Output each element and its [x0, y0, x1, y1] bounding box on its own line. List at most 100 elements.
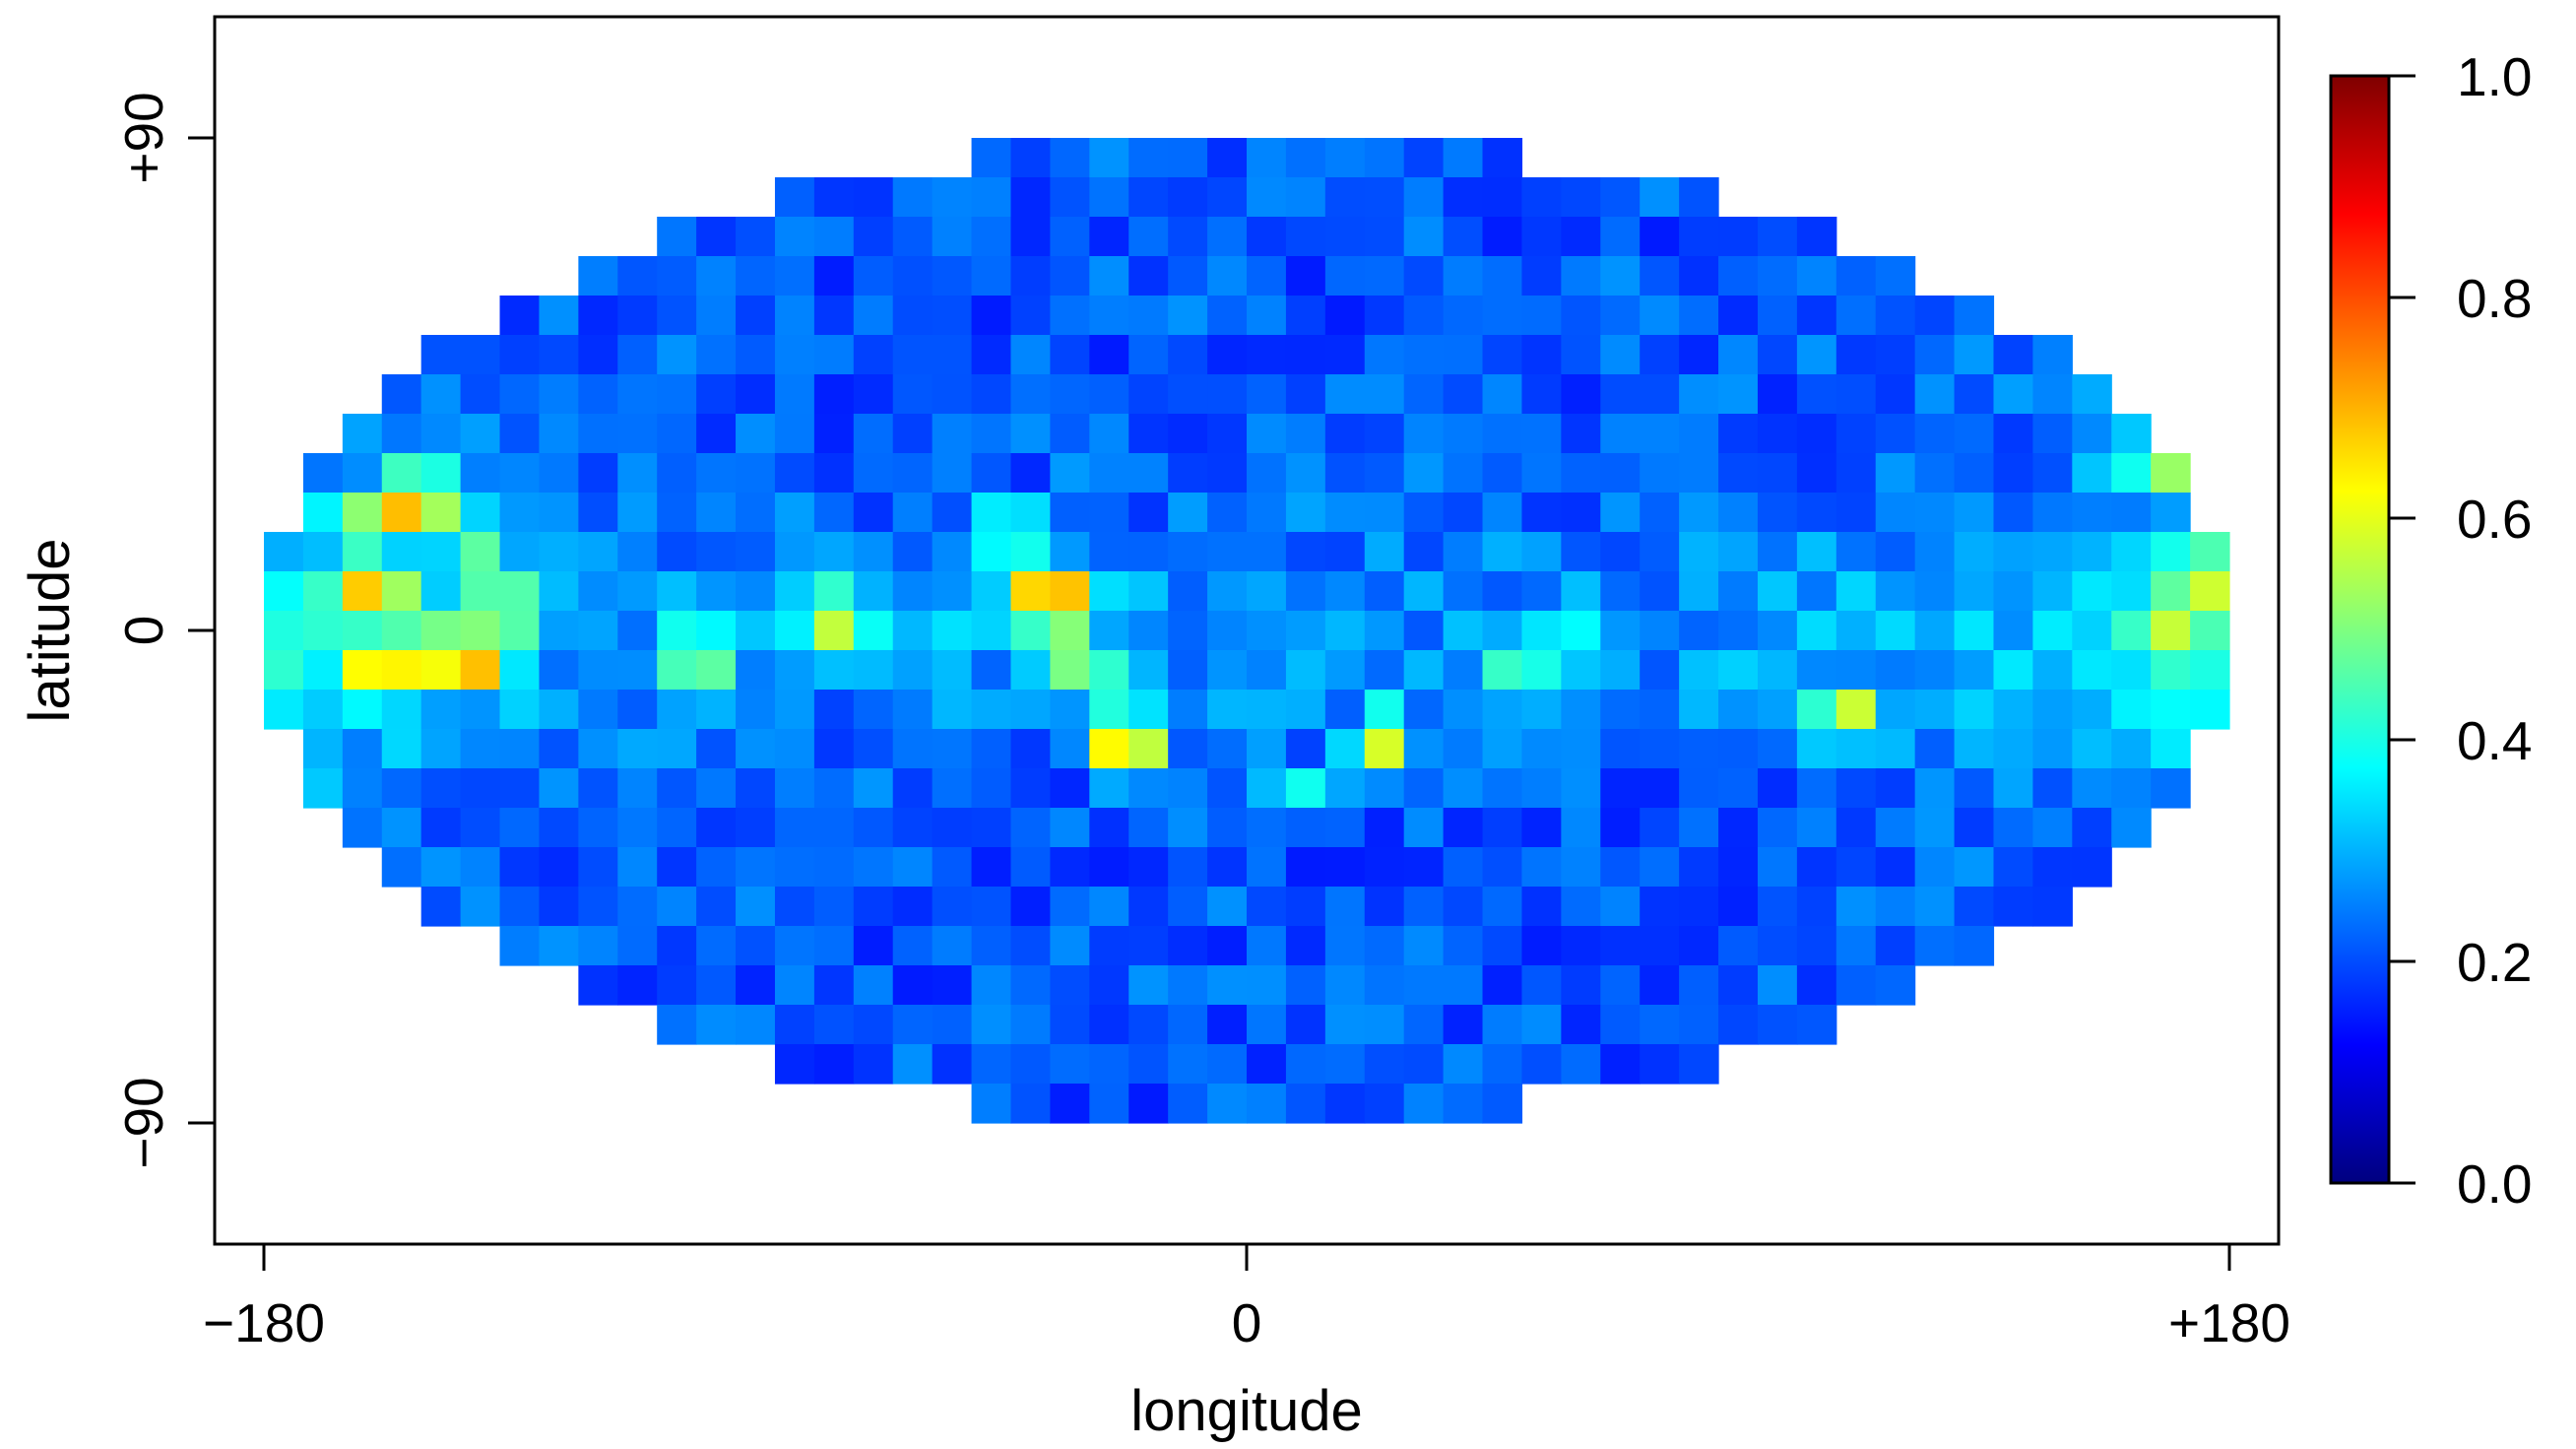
heatmap-cell	[657, 611, 697, 651]
heatmap-cell	[696, 335, 737, 375]
heatmap-cell	[1757, 493, 1798, 533]
heatmap-cell	[1600, 1044, 1641, 1085]
heatmap-cell	[1285, 887, 1326, 927]
heatmap-cell	[1089, 571, 1129, 612]
heatmap-cell	[499, 571, 541, 612]
colorbar-tick-label: 0.8	[2457, 268, 2532, 329]
heatmap-cell	[813, 453, 855, 494]
heatmap-cell	[971, 256, 1012, 296]
heatmap-cell	[1128, 532, 1169, 572]
heatmap-cell	[696, 217, 737, 257]
heatmap-cell	[657, 847, 697, 888]
heatmap-cell	[381, 768, 422, 809]
heatmap-cell	[1521, 414, 1562, 454]
heatmap-cell	[1679, 532, 1719, 572]
heatmap-cell	[420, 611, 462, 651]
heatmap-cell	[892, 965, 934, 1006]
heatmap-cell	[342, 414, 383, 454]
heatmap-cell	[1010, 256, 1051, 296]
heatmap-cell	[1089, 1005, 1129, 1045]
heatmap-cell	[617, 532, 658, 572]
heatmap-cell	[578, 847, 618, 888]
heatmap-cell	[420, 887, 462, 927]
heatmap-cell	[1168, 808, 1208, 848]
heatmap-cell	[499, 335, 541, 375]
heatmap-cell	[617, 256, 658, 296]
heatmap-cell	[1010, 138, 1051, 178]
heatmap-cell	[1050, 768, 1090, 809]
heatmap-cell	[1285, 532, 1326, 572]
heatmap-cell	[1285, 768, 1326, 809]
heatmap-cell	[853, 1005, 894, 1045]
heatmap-cell	[971, 217, 1012, 257]
heatmap-cell	[617, 965, 658, 1006]
x-tick-label: +180	[2168, 1292, 2290, 1353]
heatmap-cell	[1128, 1044, 1169, 1085]
heatmap-cell	[1403, 217, 1445, 257]
heatmap-cell	[696, 256, 737, 296]
heatmap-cell	[1168, 1005, 1208, 1045]
heatmap-cell	[736, 650, 776, 691]
heatmap-cell	[1875, 729, 1916, 769]
heatmap-cell	[1914, 650, 1956, 691]
heatmap-cell	[932, 296, 973, 336]
heatmap-cell	[302, 571, 344, 612]
heatmap-cell	[1364, 690, 1405, 730]
heatmap-cell	[1757, 768, 1798, 809]
heatmap-cell	[1168, 650, 1208, 691]
heatmap-cell	[1600, 690, 1641, 730]
heatmap-cell	[1600, 926, 1641, 966]
heatmap-cell	[971, 177, 1012, 218]
heatmap-cell	[971, 335, 1012, 375]
heatmap-cell	[302, 532, 344, 572]
heatmap-cell	[1050, 374, 1090, 415]
heatmap-cell	[1403, 1044, 1445, 1085]
heatmap-cell	[1443, 729, 1484, 769]
heatmap-cell	[932, 768, 973, 809]
heatmap-cell	[932, 965, 973, 1006]
heatmap-cell	[1993, 611, 2033, 651]
heatmap-cell	[1521, 1005, 1562, 1045]
heatmap-cell	[892, 374, 934, 415]
heatmap-cell	[381, 650, 422, 691]
heatmap-cell	[1679, 926, 1719, 966]
heatmap-cell	[578, 453, 618, 494]
heatmap-cell	[1285, 808, 1326, 848]
heatmap-cell	[1443, 965, 1484, 1006]
heatmap-cell	[1010, 414, 1051, 454]
heatmap-cell	[736, 729, 776, 769]
heatmap-cell	[460, 611, 501, 651]
heatmap-cell	[1010, 1084, 1051, 1124]
heatmap-cell	[1875, 690, 1916, 730]
heatmap-cell	[578, 296, 618, 336]
heatmap-cell	[1679, 571, 1719, 612]
heatmap-cell	[1521, 256, 1562, 296]
heatmap-cell	[1324, 374, 1366, 415]
heatmap-cell	[1640, 453, 1680, 494]
heatmap-cell	[1757, 650, 1798, 691]
heatmap-cell	[342, 571, 383, 612]
heatmap-cell	[1010, 374, 1051, 415]
heatmap-cell	[1796, 493, 1837, 533]
heatmap-cell	[1089, 965, 1129, 1006]
heatmap-cell	[1128, 847, 1169, 888]
heatmap-cell	[736, 571, 776, 612]
heatmap-cell	[1600, 374, 1641, 415]
heatmap-cell	[342, 493, 383, 533]
heatmap-cell	[1482, 296, 1523, 336]
heatmap-cell	[1679, 453, 1719, 494]
heatmap-cell	[381, 611, 422, 651]
heatmap-cell	[1403, 965, 1445, 1006]
heatmap-cell	[1954, 808, 1995, 848]
heatmap-cell	[617, 374, 658, 415]
heatmap-cell	[1993, 571, 2033, 612]
heatmap-cell	[1128, 611, 1169, 651]
heatmap-cell	[1954, 453, 1995, 494]
heatmap-cell	[1796, 887, 1837, 927]
heatmap-cell	[853, 335, 894, 375]
heatmap-cell	[1168, 138, 1208, 178]
heatmap-cell	[1993, 808, 2033, 848]
heatmap-cell	[617, 768, 658, 809]
heatmap-cell	[932, 256, 973, 296]
heatmap-cell	[1364, 532, 1405, 572]
